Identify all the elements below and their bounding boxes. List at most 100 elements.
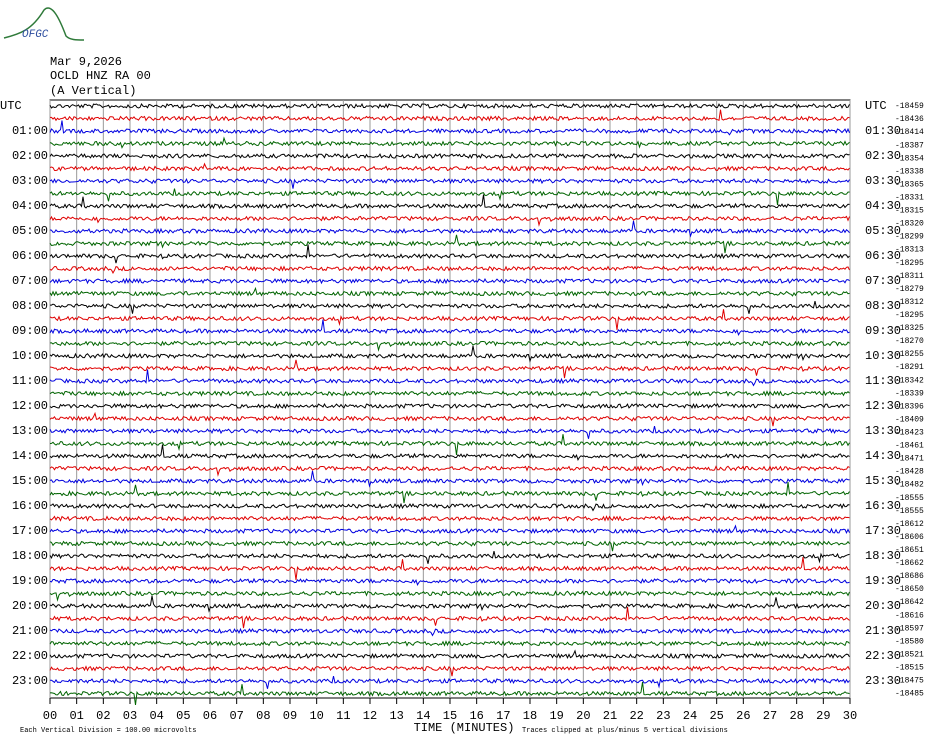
footer-note: Each Vertical Division = 100.00 microvol… [20,727,196,735]
x-tick-label: 15 [443,709,457,723]
trace-offset: -18580 [895,637,924,646]
trace [49,359,850,379]
right-time-label: 22:30 [865,649,901,663]
right-time-label: 07:30 [865,274,901,288]
trace [49,425,850,439]
x-tick-label: 20 [576,709,590,723]
right-time-label: 05:30 [865,224,901,238]
trace-offset: -18423 [895,428,924,437]
right-time-label: UTC [865,99,887,113]
trace-offset: -18471 [895,455,924,464]
trace-offset: -18396 [895,402,924,411]
right-time-label: 10:30 [865,349,901,363]
x-tick-label: 14 [416,709,430,723]
trace [49,524,850,535]
trace [50,300,850,314]
trace [49,465,850,477]
trace [49,444,850,461]
trace [49,540,850,552]
trace [49,136,850,149]
left-time-label: 12:00 [12,399,48,413]
left-time-label: 19:00 [12,574,48,588]
title-line: Mar 9,2026 [50,55,122,69]
right-time-label: 16:30 [865,499,901,513]
title-line: OCLD HNZ RA 00 [50,69,151,83]
trace [49,595,850,613]
trace [49,319,850,336]
right-time-label: 09:30 [865,324,901,338]
trace-offset: -18255 [895,350,924,359]
trace-offset: -18485 [895,690,924,699]
trace [49,411,850,427]
left-time-label: 01:00 [12,124,48,138]
left-time-label: 04:00 [12,199,48,213]
x-tick-label: 22 [629,709,643,723]
left-time-label: 16:00 [12,499,48,513]
trace [50,109,850,122]
x-tick-label: 28 [789,709,803,723]
right-time-label: 08:30 [865,299,901,313]
trace-offset: -18414 [895,128,924,137]
left-time-label: 02:00 [12,149,48,163]
left-time-label: 14:00 [12,449,48,463]
x-tick-label: 10 [309,709,323,723]
left-time-label: UTC [0,99,22,113]
trace [49,606,850,629]
trace-offset: -18311 [895,272,924,281]
right-time-label: 01:30 [865,124,901,138]
trace-offset: -18662 [895,559,924,568]
trace [49,481,850,504]
left-time-label: 10:00 [12,349,48,363]
x-tick-label: 18 [523,709,537,723]
trace [49,369,850,387]
right-time-label: 21:30 [865,624,901,638]
right-time-label: 06:30 [865,249,901,263]
left-time-label: 13:00 [12,424,48,438]
trace-offset: -18299 [895,233,924,242]
trace [49,177,850,189]
x-tick-label: 00 [43,709,57,723]
left-time-label: 06:00 [12,249,48,263]
x-tick-label: 19 [549,709,563,723]
trace [49,502,850,512]
x-tick-label: 09 [283,709,297,723]
logo-mark [3,7,85,41]
x-tick-label: 21 [603,709,617,723]
x-tick-label: 03 [123,709,137,723]
trace-offset: -18313 [895,246,924,255]
trace-offset: -18521 [895,650,924,659]
trace-offset: -18428 [895,468,924,477]
trace [49,627,850,637]
x-tick-label: 30 [843,709,857,723]
trace [49,340,850,352]
trace [49,277,850,285]
x-tick-label: 06 [203,709,217,723]
x-tick-label: 24 [683,709,697,723]
left-time-label: 05:00 [12,224,48,238]
trace [49,557,850,580]
trace [49,390,850,397]
right-time-label: 18:30 [865,549,901,563]
trace [49,265,850,274]
x-tick-label: 01 [69,709,83,723]
left-time-label: 11:00 [12,374,48,388]
x-tick-label: 05 [176,709,190,723]
trace [49,120,850,136]
x-tick-label: 07 [229,709,243,723]
left-time-label: 03:00 [12,174,48,188]
right-time-label: 14:30 [865,449,901,463]
trace [49,515,850,522]
trace-offset: -18409 [895,415,924,424]
trace [49,194,850,210]
trace [49,403,850,410]
trace-offset: -18606 [895,533,924,542]
trace-offset: -18342 [895,376,924,385]
trace-offset: -18315 [895,207,924,216]
trace [49,640,850,647]
trace-offset: -18686 [895,572,924,581]
left-time-label: 18:00 [12,549,48,563]
trace-offset: -18295 [895,311,924,320]
logo: OFGC [22,29,49,41]
